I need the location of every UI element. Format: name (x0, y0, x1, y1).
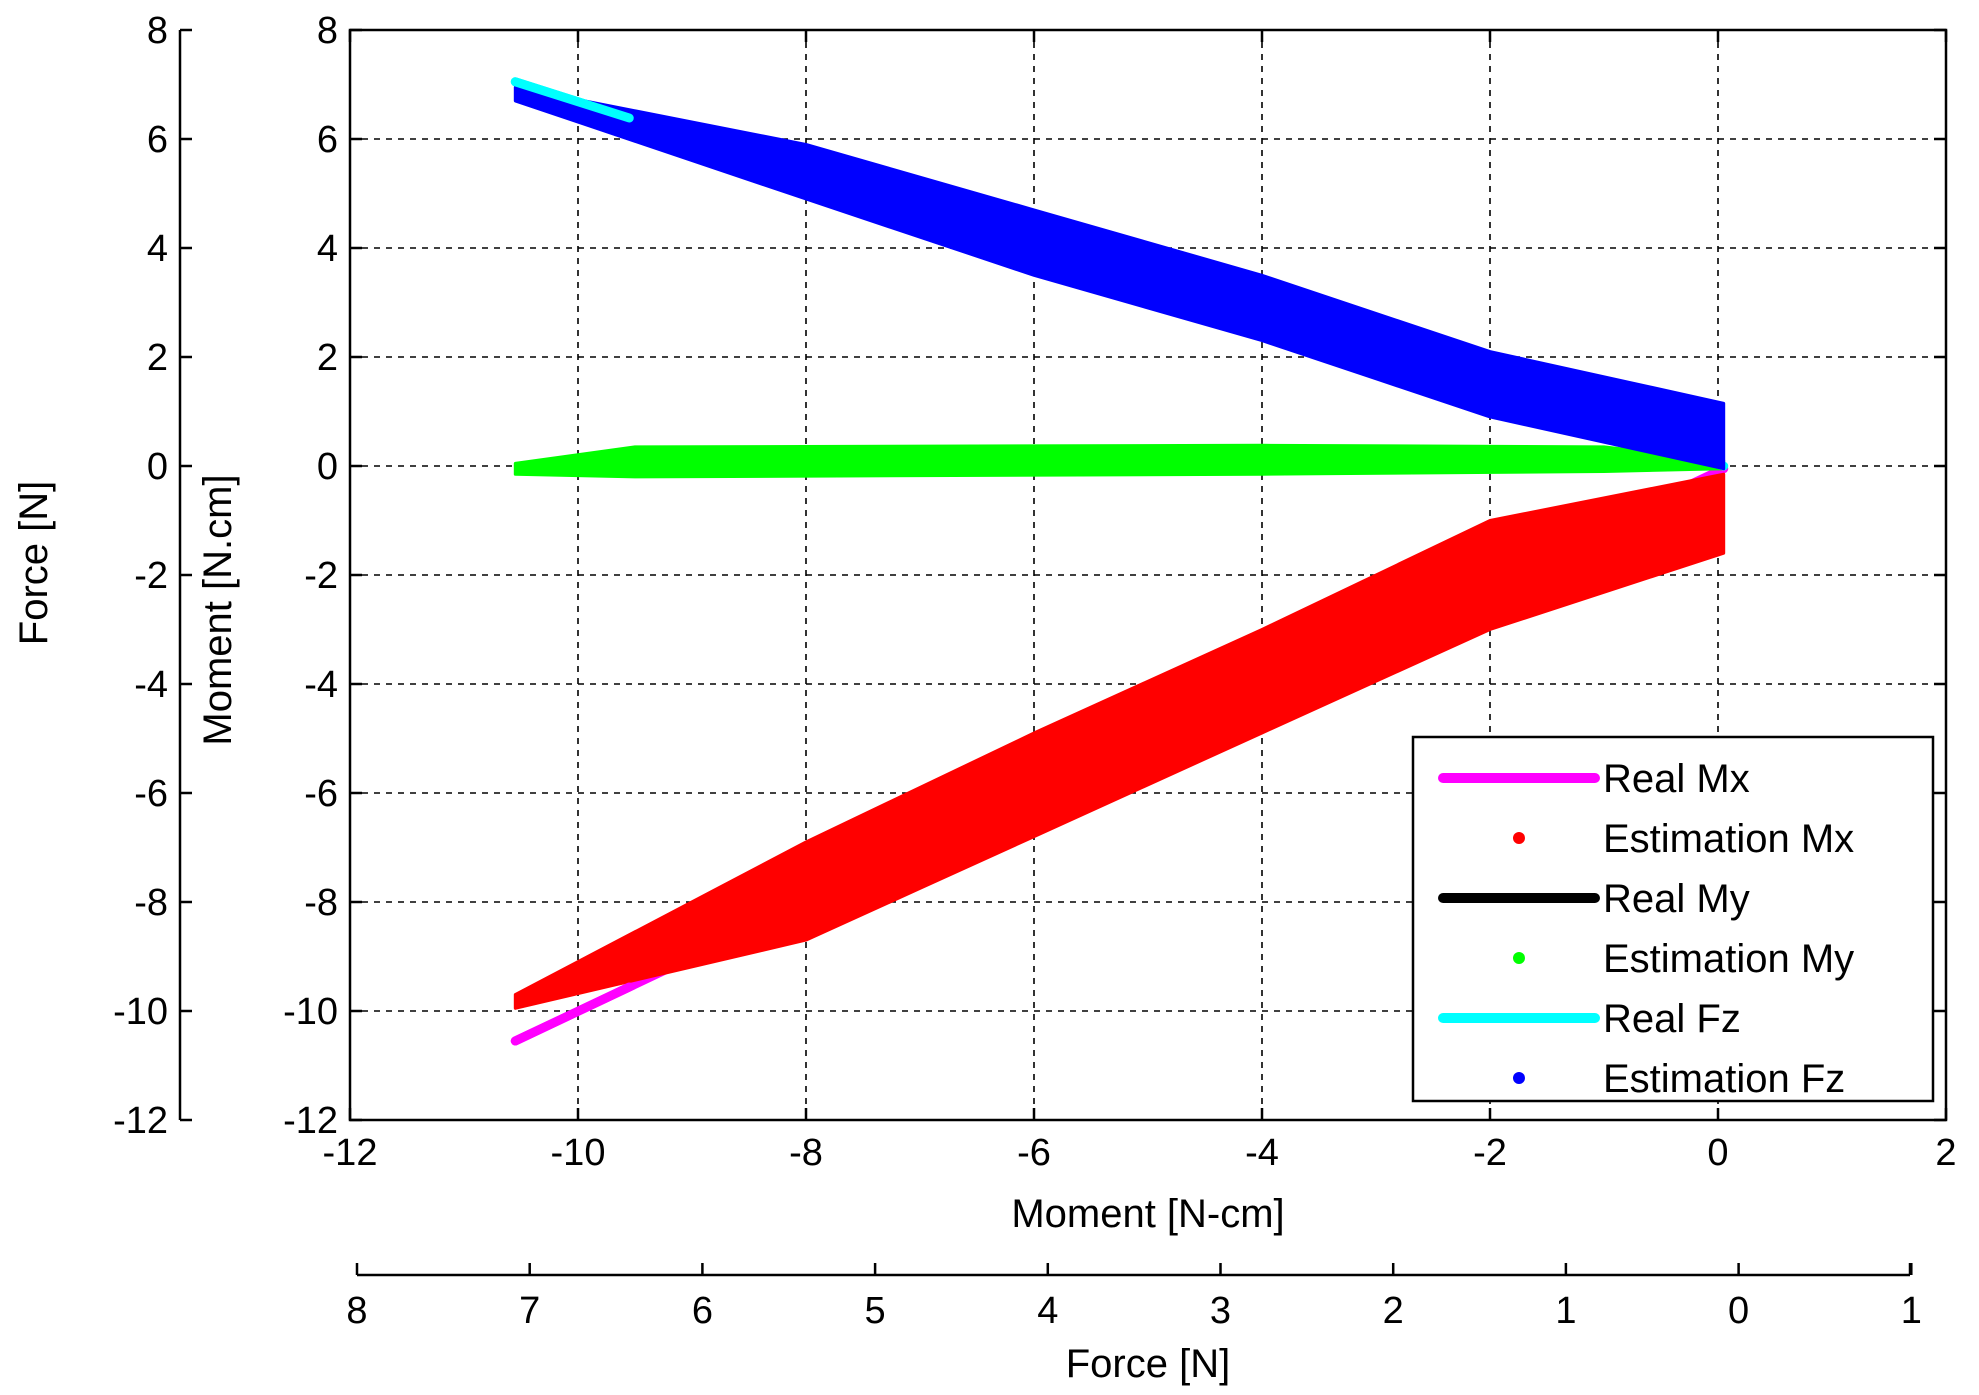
series-layer (510, 77, 1729, 1046)
legend-label: Real Fz (1603, 997, 1741, 1041)
x-tick-label: -10 (551, 1132, 606, 1174)
x2-tick-label: 5 (865, 1290, 886, 1332)
x-tick-label: -8 (789, 1132, 823, 1174)
y2-tick-label: -2 (134, 555, 168, 597)
x2-tick-label: 1 (1901, 1290, 1922, 1332)
x-tick-label: -4 (1245, 1132, 1279, 1174)
series-4-line-end (510, 77, 634, 123)
y-tick-label: -8 (304, 882, 338, 924)
y2-tick-label: 2 (147, 337, 168, 379)
x2-tick-label: 8 (346, 1290, 367, 1332)
legend: Real Mx Estimation Mx Real My Estimation My… (1411, 735, 1935, 1103)
y-tick-label: -6 (304, 773, 338, 815)
y-tick-label: -10 (283, 991, 338, 1033)
y-tick-label: 8 (317, 10, 338, 52)
y2-tick-label: 4 (147, 228, 168, 270)
x-tick-label: -6 (1017, 1132, 1051, 1174)
x-axis-title: Moment [N-cm] (1011, 1192, 1284, 1236)
y2-tick-label: -4 (134, 664, 168, 706)
x2-tick-label: 2 (1383, 1290, 1404, 1332)
y2-tick-label: 0 (147, 446, 168, 488)
legend-label: Real My (1603, 877, 1750, 921)
series-1-band (513, 472, 1726, 1010)
legend-label: Estimation Mx (1603, 817, 1854, 861)
x2-axis-title: Force [N] (1066, 1342, 1230, 1386)
x2-tick-label: 0 (1728, 1290, 1749, 1332)
series-0-line-end (510, 982, 634, 1046)
y2-tick-label: -12 (113, 1100, 168, 1142)
x-tick-label: 0 (1707, 1132, 1728, 1174)
y-tick-label: -4 (304, 664, 338, 706)
y-axis-title: Moment [N.cm] (196, 474, 240, 745)
y2-tick-label: -10 (113, 991, 168, 1033)
legend-dot-swatch (1513, 832, 1525, 844)
legend-label: Real Mx (1603, 757, 1750, 801)
legend-dot-swatch (1513, 952, 1525, 964)
x2-tick-label: 1 (1555, 1290, 1576, 1332)
legend-label: Estimation Fz (1603, 1057, 1845, 1101)
x2-tick-label: 6 (692, 1290, 713, 1332)
x-tick-label: -12 (323, 1132, 378, 1174)
y2-axis-title: Force [N] (12, 481, 56, 645)
y2-tick-label: 8 (147, 10, 168, 52)
y2-tick-label: -8 (134, 882, 168, 924)
axes: -12 -10 -8 -6 -4 -2 0 2 8 6 4 2 0 -2 -4 -6 -8 -10 -12 8 6 4 2 0… (113, 10, 1956, 1332)
x-tick-label: -2 (1473, 1132, 1507, 1174)
x-tick-label: 2 (1935, 1132, 1956, 1174)
y-tick-label: -2 (304, 555, 338, 597)
y-tick-label: 6 (317, 119, 338, 161)
y-tick-label: 4 (317, 228, 338, 270)
series-5-band (513, 85, 1726, 471)
legend-label: Estimation My (1603, 937, 1854, 981)
y2-tick-label: 6 (147, 119, 168, 161)
series-3-band (513, 443, 1726, 479)
y2-tick-label: -6 (134, 773, 168, 815)
y-tick-label: 0 (317, 446, 338, 488)
legend-dot-swatch (1513, 1072, 1525, 1084)
legend-box (1411, 735, 1935, 1103)
x2-tick-label: 3 (1210, 1290, 1231, 1332)
y-tick-label: -12 (283, 1100, 338, 1142)
x2-tick-label: 7 (519, 1290, 540, 1332)
x2-tick-label: 4 (1037, 1290, 1058, 1332)
y-tick-label: 2 (317, 337, 338, 379)
